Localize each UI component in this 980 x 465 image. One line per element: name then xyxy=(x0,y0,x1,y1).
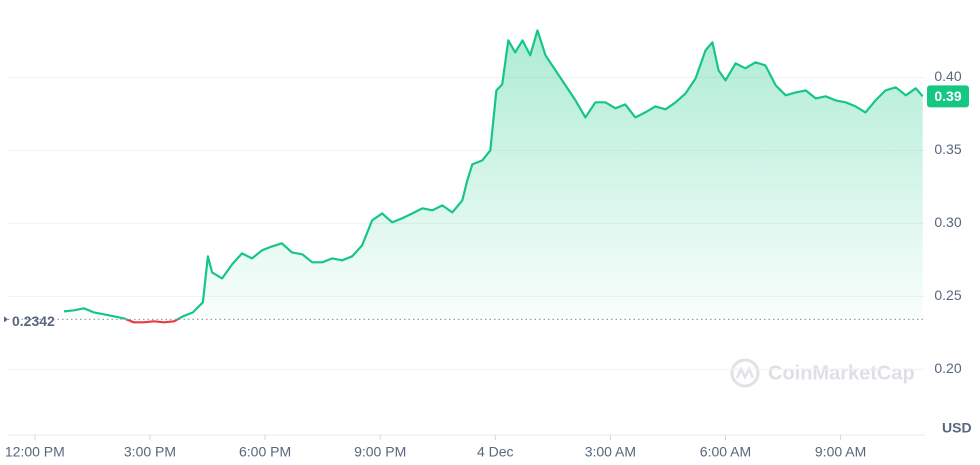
area-fill xyxy=(64,30,923,320)
x-tick-label: 9:00 AM xyxy=(815,444,866,460)
baseline-marker xyxy=(4,316,8,323)
watermark: CoinMarketCap xyxy=(730,358,915,388)
y-tick-label: 0.40 xyxy=(934,68,961,84)
x-tick-label: 6:00 PM xyxy=(239,444,291,460)
x-tick-label: 3:00 PM xyxy=(124,444,176,460)
current-price-tag xyxy=(927,85,969,108)
baseline-label: 0.2342 xyxy=(12,313,55,329)
x-tick-label: 4 Dec xyxy=(477,444,514,460)
y-tick-label: 0.20 xyxy=(934,360,961,376)
y-tick-label: 0.35 xyxy=(934,141,961,157)
x-tick-label: 12:00 PM xyxy=(5,444,65,460)
y-tick-label: 0.30 xyxy=(934,214,961,230)
y-unit: USD xyxy=(942,420,972,436)
x-tick-label: 9:00 PM xyxy=(354,444,406,460)
watermark-text: CoinMarketCap xyxy=(768,362,915,384)
x-tick-label: 6:00 AM xyxy=(700,444,751,460)
current-price-label: 0.39 xyxy=(934,88,961,104)
y-tick-label: 0.25 xyxy=(934,287,961,303)
price-line xyxy=(63,29,924,320)
x-tick-label: 3:00 AM xyxy=(585,444,636,460)
